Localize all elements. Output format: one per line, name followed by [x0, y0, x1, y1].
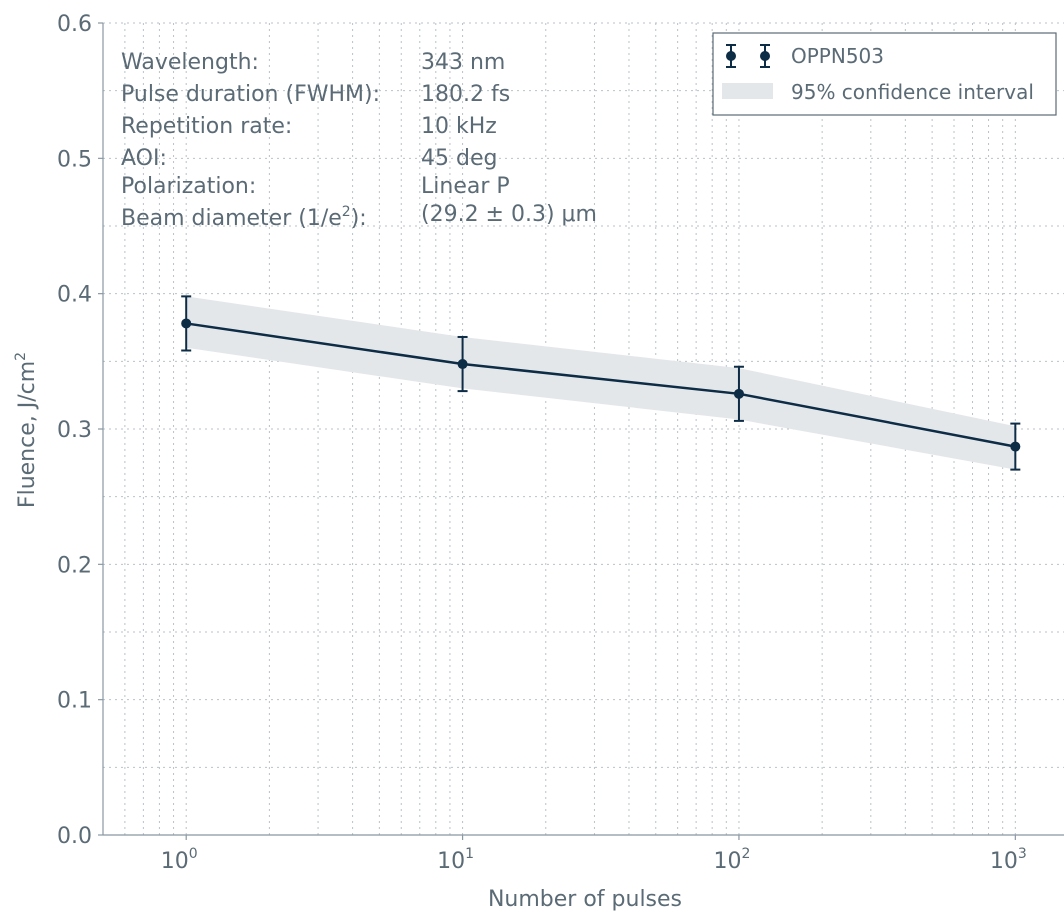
info-value: Linear P	[421, 174, 510, 199]
y-tick-label: 0.4	[57, 283, 92, 308]
y-axis-label: Fluence, J/cm2	[13, 352, 40, 508]
y-tick-label: 0.6	[57, 12, 92, 37]
y-tick-label: 0.3	[57, 418, 92, 443]
info-label-beam: Beam diameter (1/e2):	[121, 204, 367, 231]
info-label: Polarization:	[121, 174, 256, 199]
x-tick-label: 101	[437, 846, 474, 874]
axes: 0.0 0.1 0.2 0.3 0.4 0.5 0.6 100 101 102 103	[57, 12, 1064, 874]
data-point	[457, 359, 468, 370]
info-label: Repetition rate:	[121, 114, 292, 139]
y-tick-label: 0.1	[57, 689, 92, 714]
legend-band-swatch	[722, 83, 773, 99]
legend-label-series: OPPN503	[791, 44, 884, 68]
legend-point	[726, 51, 736, 61]
info-value: 45 deg	[421, 146, 497, 171]
info-value: 343 nm	[421, 50, 505, 75]
plot-area	[181, 295, 1021, 471]
info-value: 180.2 fs	[421, 82, 510, 107]
data-point	[181, 318, 192, 329]
x-axis-label: Number of pulses	[488, 887, 682, 912]
data-point	[1010, 441, 1021, 452]
info-block: Wavelength: 343 nm Pulse duration (FWHM)…	[121, 50, 597, 231]
info-value: 10 kHz	[421, 114, 497, 139]
y-tick-label: 0.0	[57, 824, 92, 849]
legend-errorbar-marker	[726, 44, 770, 68]
info-label: AOI:	[121, 146, 167, 171]
legend-point	[760, 51, 770, 61]
x-tick-label: 103	[990, 846, 1027, 874]
confidence-band	[186, 296, 1016, 470]
legend: OPPN503 95% confidence interval	[712, 32, 1057, 116]
info-label: Pulse duration (FWHM):	[121, 82, 380, 107]
y-tick-label: 0.2	[57, 553, 92, 578]
y-tick-label: 0.5	[57, 147, 92, 172]
legend-label-band: 95% confidence interval	[791, 80, 1034, 104]
series-line	[186, 322, 1016, 448]
info-value: (29.2 ± 0.3) μm	[421, 202, 597, 227]
x-tick-label: 100	[161, 846, 198, 874]
data-point	[733, 388, 744, 399]
info-label: Wavelength:	[121, 50, 259, 75]
x-tick-label: 102	[713, 846, 750, 874]
legend-box	[712, 32, 1057, 116]
